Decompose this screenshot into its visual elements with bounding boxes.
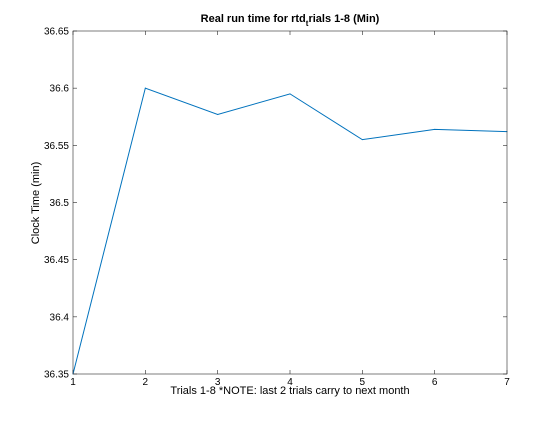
data-point [289,93,291,95]
data-series [72,87,508,375]
data-point [217,113,219,115]
y-tick-label: 36.6 [50,84,70,95]
chart-title: Real run time for rtdtrials 1-8 (Min) [201,13,380,28]
x-tick-label: 2 [143,377,149,388]
axes-box [72,30,508,375]
x-tick-labels: 1 2 3 4 5 6 7 [70,377,510,388]
y-tick-label: 36.55 [44,141,69,152]
x-tick-label: 6 [432,377,438,388]
x-axis-label: Trials 1-8 *NOTE: last 2 trials carry to… [170,385,409,397]
plot-area [73,31,507,374]
x-tick-label: 1 [70,377,76,388]
data-point [434,128,436,130]
x-tick-label: 5 [360,377,366,388]
y-tick-labels: 36.35 36.4 36.45 36.5 36.55 36.6 36.65 [44,27,69,381]
y-tick-label: 36.35 [44,370,69,381]
y-tick-label: 36.4 [50,312,70,323]
y-tick-label: 36.65 [44,27,69,38]
y-axis-label: Clock Time (min) [30,162,42,245]
data-point [361,139,363,141]
y-tick-label: 36.5 [50,198,70,209]
x-tick-label: 7 [504,377,510,388]
x-tick-label: 4 [287,377,293,388]
x-tick-label: 3 [215,377,221,388]
y-tick-label: 36.45 [44,255,69,266]
data-point [144,87,146,89]
